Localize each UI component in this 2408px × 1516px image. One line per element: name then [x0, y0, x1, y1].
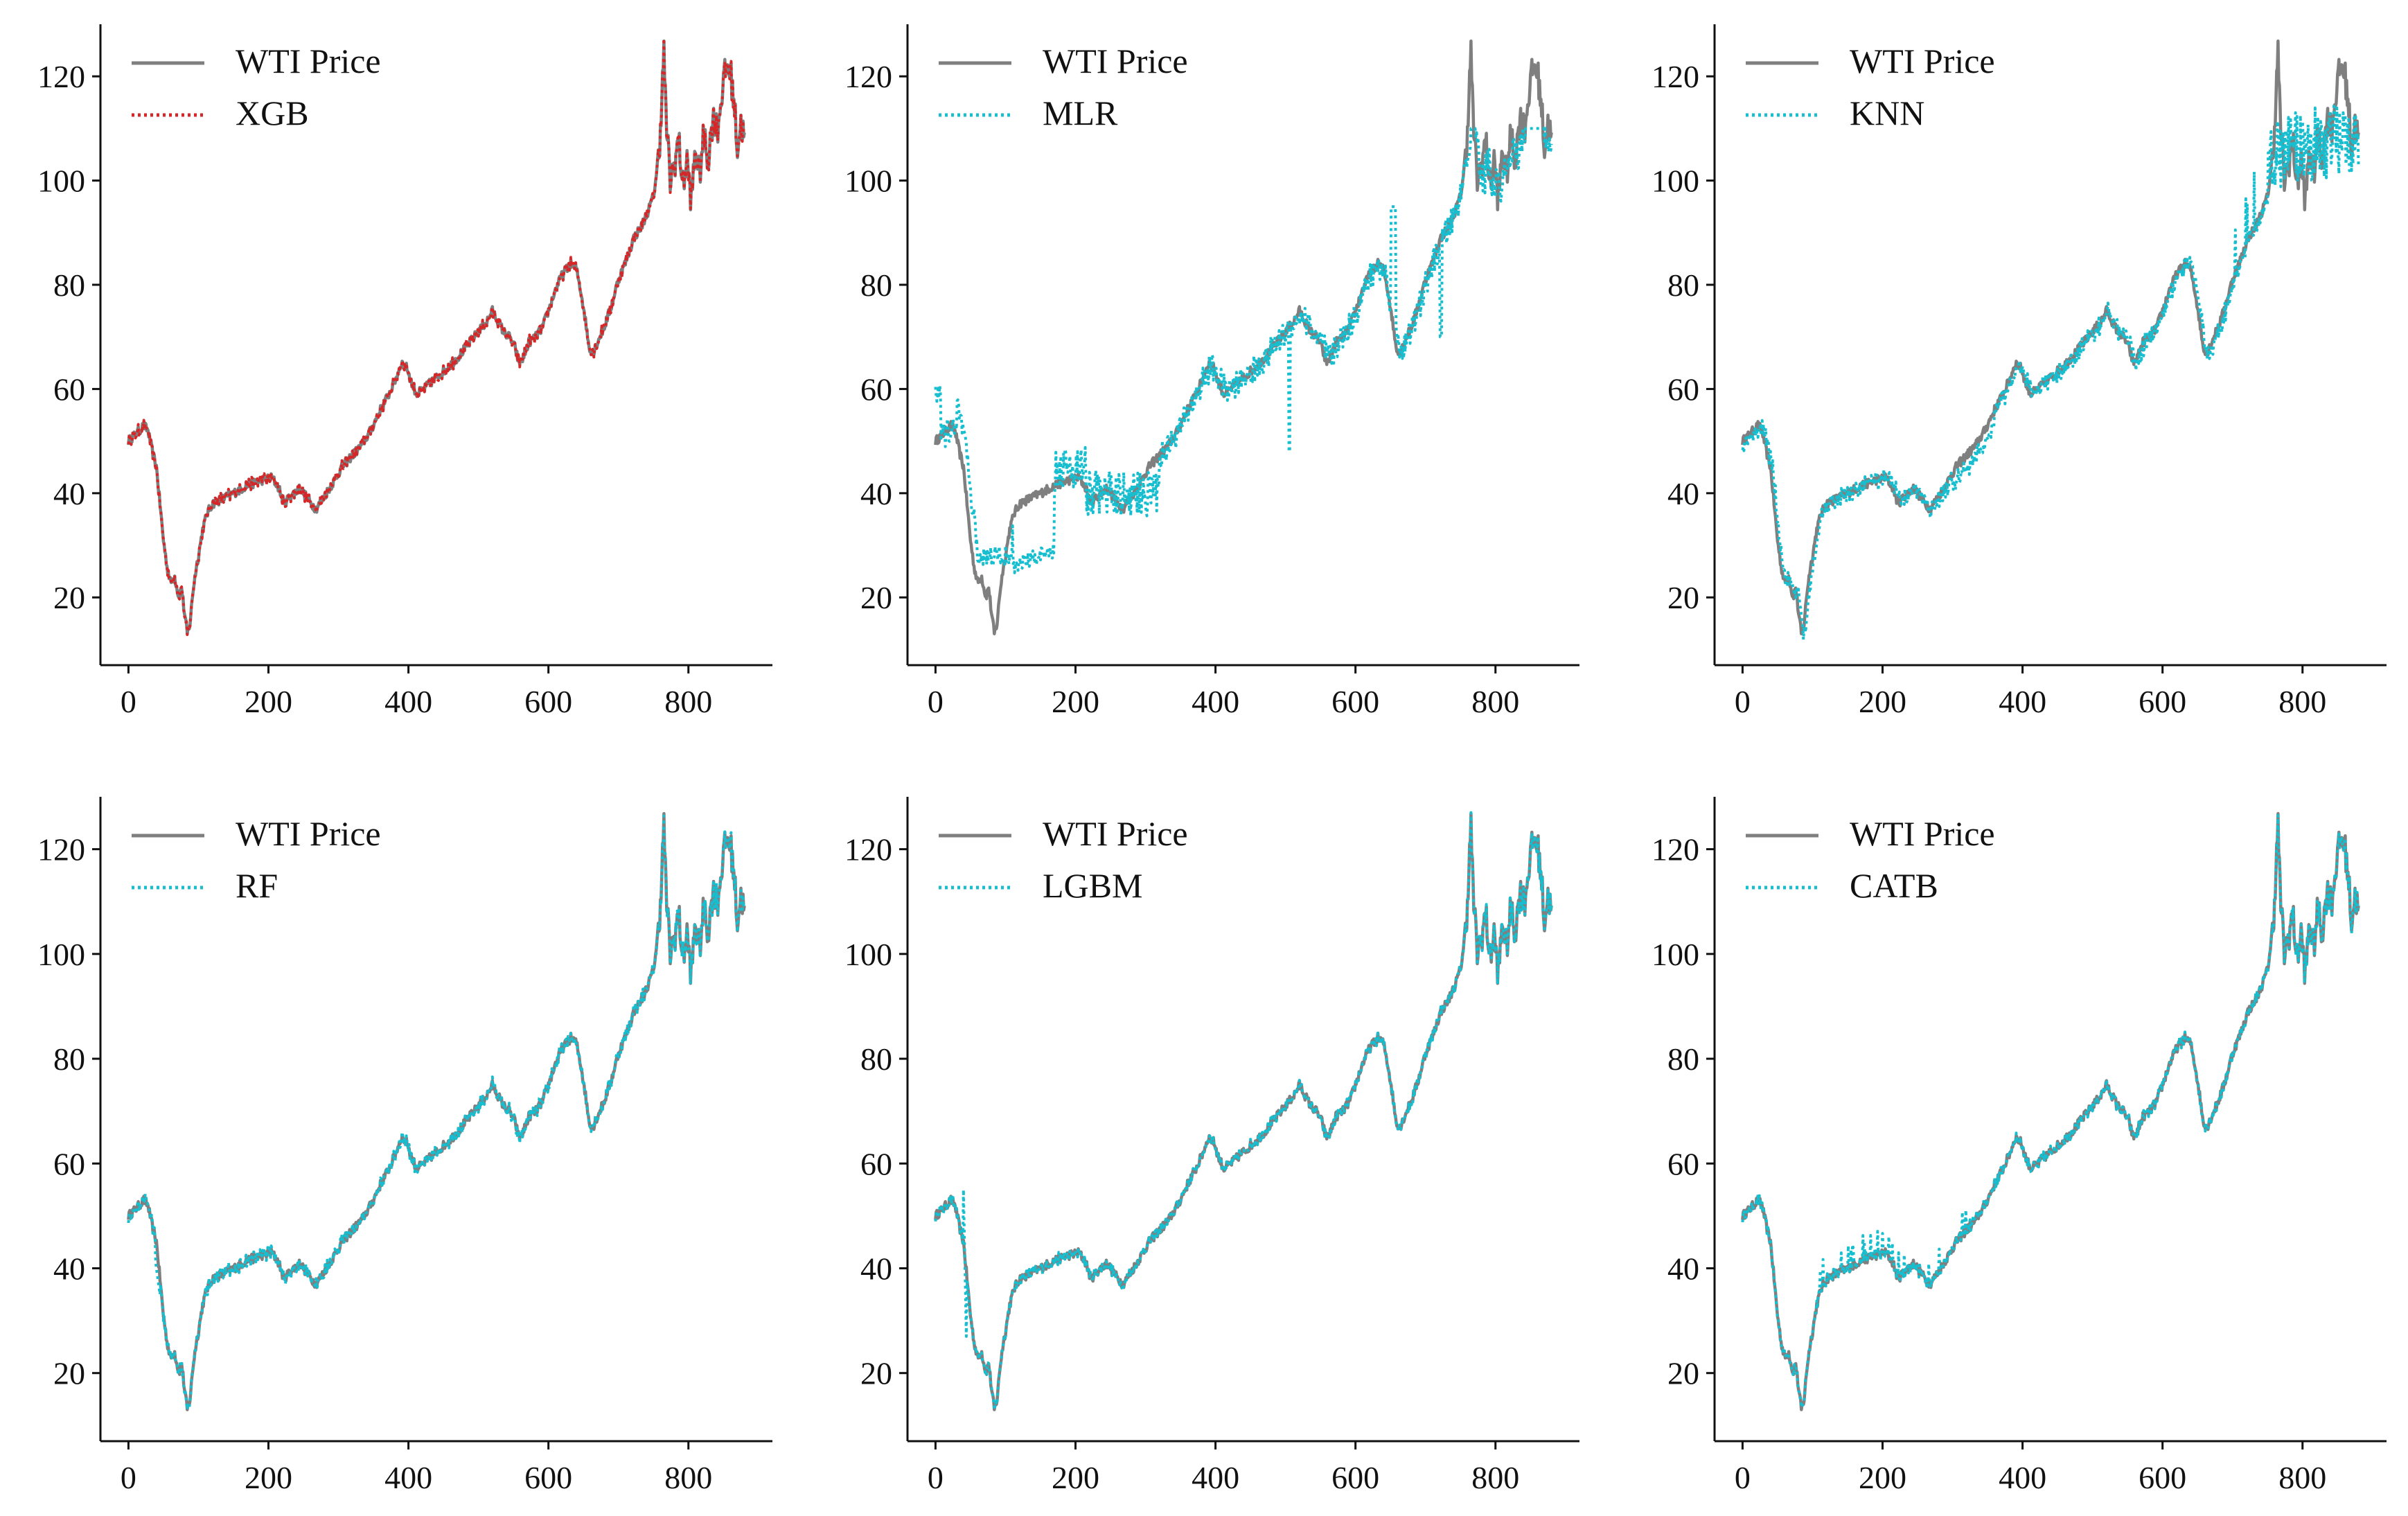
y-tick-label: 120 [1652, 59, 1699, 94]
series-line-wti-price [127, 812, 746, 1411]
y-tick-label: 20 [860, 580, 892, 615]
x-tick-label: 800 [664, 1460, 712, 1495]
x-tick-label: 0 [1735, 1460, 1751, 1495]
y-tick-label: 80 [860, 1041, 892, 1077]
x-tick-label: 600 [1331, 1460, 1379, 1495]
chart-panel-2: 20 40 60 80 100 120 0 200 400 600 800 WTI Price MLR [844, 24, 1579, 719]
legend-label-wti-price: WTI Price [1850, 814, 1995, 853]
y-tick-label: 120 [844, 832, 892, 867]
legend-label-lgbm: LGBM [1043, 866, 1142, 905]
x-tick-label: 400 [384, 1460, 432, 1495]
y-tick-label: 40 [1667, 476, 1699, 511]
series-line-xgb [127, 37, 745, 636]
legend-label-knn: KNN [1850, 94, 1924, 132]
x-tick-label: 600 [1331, 684, 1379, 719]
series-line-wti-price [934, 39, 1553, 635]
y-tick-label: 80 [53, 267, 85, 303]
x-tick-label: 400 [1999, 1460, 2046, 1495]
x-tick-label: 800 [1471, 684, 1519, 719]
y-tick-label: 20 [53, 580, 85, 615]
y-tick-label: 100 [37, 937, 85, 972]
legend-label-wti-price: WTI Price [1850, 42, 1995, 80]
x-tick-label: 0 [928, 684, 944, 719]
x-tick-label: 400 [384, 684, 432, 719]
y-tick-label: 60 [860, 1146, 892, 1181]
y-tick-label: 80 [860, 267, 892, 303]
y-tick-label: 40 [1667, 1251, 1699, 1286]
series-line-wti-price [1741, 39, 2360, 635]
series-line-knn [1741, 102, 2360, 642]
y-tick-label: 40 [53, 1251, 85, 1286]
y-tick-label: 20 [1667, 1356, 1699, 1391]
y-tick-label: 60 [1667, 371, 1699, 407]
y-tick-label: 100 [844, 937, 892, 972]
y-tick-label: 100 [1652, 937, 1699, 972]
y-tick-label: 120 [37, 832, 85, 867]
x-tick-label: 200 [1052, 684, 1099, 719]
y-tick-label: 40 [860, 1251, 892, 1286]
chart-panel-5: 20 40 60 80 100 120 0 200 400 600 800 WTI Price LGBM [844, 797, 1579, 1495]
legend-label-wti-price: WTI Price [1043, 42, 1188, 80]
y-tick-label: 60 [53, 371, 85, 407]
x-tick-label: 200 [245, 684, 292, 719]
y-tick-label: 20 [860, 1356, 892, 1391]
y-tick-label: 100 [1652, 164, 1699, 199]
y-tick-label: 40 [53, 476, 85, 511]
x-tick-label: 400 [1192, 684, 1239, 719]
legend-label-catb: CATB [1850, 866, 1938, 905]
series-line-rf [127, 814, 746, 1411]
x-tick-label: 800 [664, 684, 712, 719]
y-tick-label: 100 [844, 164, 892, 199]
y-tick-label: 120 [844, 59, 892, 94]
x-tick-label: 600 [524, 1460, 572, 1495]
x-tick-label: 0 [121, 1460, 136, 1495]
series-line-wti-price [127, 39, 746, 635]
x-tick-label: 600 [2139, 684, 2186, 719]
y-tick-label: 80 [53, 1041, 85, 1077]
x-tick-label: 600 [524, 684, 572, 719]
legend-label-wti-price: WTI Price [236, 42, 381, 80]
x-tick-label: 800 [1471, 1460, 1519, 1495]
y-tick-label: 60 [860, 371, 892, 407]
x-tick-label: 0 [121, 684, 136, 719]
y-tick-label: 40 [860, 476, 892, 511]
y-tick-label: 120 [1652, 832, 1699, 867]
series-line-mlr [934, 127, 1553, 574]
x-tick-label: 400 [1192, 1460, 1239, 1495]
legend-label-rf: RF [236, 866, 278, 905]
y-tick-label: 100 [37, 164, 85, 199]
x-tick-label: 0 [928, 1460, 944, 1495]
series-line-catb [1741, 813, 2360, 1409]
x-tick-label: 0 [1735, 684, 1751, 719]
x-tick-label: 200 [245, 1460, 292, 1495]
x-tick-label: 200 [1052, 1460, 1099, 1495]
chart-panel-4: 20 40 60 80 100 120 0 200 400 600 800 WTI Price RF [37, 797, 772, 1495]
series-line-wti-price [1741, 812, 2360, 1411]
x-tick-label: 800 [2278, 684, 2326, 719]
series-line-wti-price [934, 812, 1553, 1411]
y-tick-label: 60 [53, 1146, 85, 1181]
y-tick-label: 20 [1667, 580, 1699, 615]
y-tick-label: 60 [1667, 1146, 1699, 1181]
legend-label-xgb: XGB [236, 94, 309, 132]
legend-label-wti-price: WTI Price [1043, 814, 1188, 853]
chart-panel-3: 20 40 60 80 100 120 0 200 400 600 800 WTI Price KNN [1652, 24, 2387, 719]
x-tick-label: 800 [2278, 1460, 2326, 1495]
y-tick-label: 80 [1667, 1041, 1699, 1077]
x-tick-label: 200 [1859, 1460, 1906, 1495]
chart-panel-1: 20 40 60 80 100 120 0 200 400 600 800 WTI Price XGB [37, 24, 772, 719]
x-tick-label: 400 [1999, 684, 2046, 719]
series-line-lgbm [934, 811, 1553, 1411]
chart-panel-6: 20 40 60 80 100 120 0 200 400 600 800 WTI Price CATB [1652, 797, 2387, 1495]
y-tick-label: 120 [37, 59, 85, 94]
x-tick-label: 200 [1859, 684, 1906, 719]
y-tick-label: 20 [53, 1356, 85, 1391]
y-tick-label: 80 [1667, 267, 1699, 303]
x-tick-label: 600 [2139, 1460, 2186, 1495]
legend-label-mlr: MLR [1043, 94, 1118, 132]
legend-label-wti-price: WTI Price [236, 814, 381, 853]
